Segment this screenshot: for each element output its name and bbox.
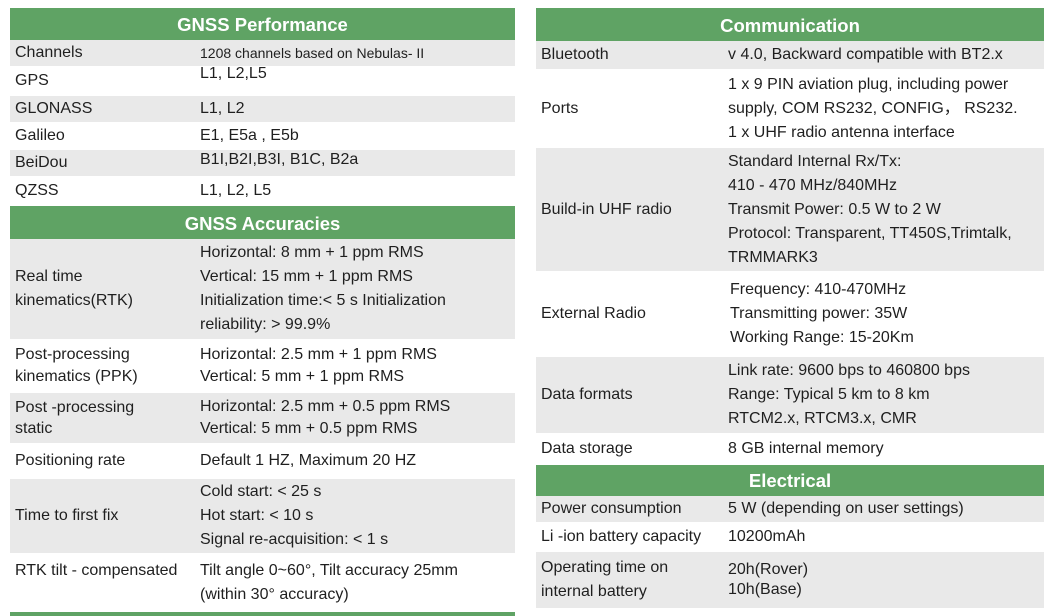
spec-key: GPS — [15, 72, 49, 89]
spec-key: Power consumption — [541, 500, 682, 517]
spec-row-external-radio: External Radio Frequency: 410-470MHz Tra… — [536, 273, 1044, 357]
spec-row-qzss: QZSS L1, L2, L5 — [10, 178, 515, 206]
spec-row-uhf-radio: Build-in UHF radio Standard Internal Rx/… — [536, 148, 1044, 273]
spec-row-beidou: BeiDou B1I,B2I,B3I, B1C, B2a — [10, 150, 515, 178]
spec-value: Tilt angle 0~60°, Tilt accuracy 25mm (wi… — [200, 562, 458, 603]
spec-key: QZSS — [15, 182, 59, 199]
spec-value: E1, E5a , E5b — [200, 127, 299, 144]
spec-key: Channels — [15, 44, 83, 61]
spec-key: Post-processing kinematics (PPK) — [15, 346, 138, 385]
spec-key: Li -ion battery capacity — [541, 528, 702, 545]
spec-key: Time to first fix — [15, 507, 119, 524]
spec-value: Standard Internal Rx/Tx: 410 - 470 MHz/8… — [728, 152, 1012, 266]
spec-key: GLONASS — [15, 100, 93, 117]
spec-row-rtk: Real time kinematics(RTK) Horizontal: 8 … — [10, 239, 515, 341]
spec-row-rtk-tilt: RTK tilt - compensated Tilt angle 0~60°,… — [10, 555, 515, 609]
spec-value: B1I,B2I,B3I, B1C, B2a — [200, 151, 359, 168]
spec-value: 5 W (depending on user settings) — [728, 500, 964, 517]
electrical-header: Electrical — [536, 465, 1044, 496]
spec-key: RTK tilt - compensated — [15, 562, 178, 579]
gnss-performance-header: GNSS Performance — [10, 8, 515, 40]
spec-row-bluetooth: Bluetooth v 4.0, Backward compatible wit… — [536, 41, 1044, 71]
spec-value: Link rate: 9600 bps to 460800 bps Range:… — [728, 362, 970, 427]
spec-key: Build-in UHF radio — [541, 200, 672, 218]
spec-value: 10200mAh — [728, 528, 806, 545]
spec-key: BeiDou — [15, 154, 68, 171]
spec-row-ttff: Time to first fix Cold start: < 25 s Hot… — [10, 479, 515, 555]
spec-row-static: Post -processing static Horizontal: 2.5 … — [10, 393, 515, 445]
spec-value: v 4.0, Backward compatible with BT2.x — [728, 46, 1003, 63]
spec-value: 1208 channels based on Nebulas- II — [200, 45, 425, 61]
spec-value: L1, L2 — [200, 100, 245, 117]
spec-key: Ports — [541, 99, 579, 117]
spec-key: Bluetooth — [541, 46, 609, 63]
spec-row-ppk: Post-processing kinematics (PPK) Horizon… — [10, 341, 515, 393]
spec-value: Horizontal: 2.5 mm + 1 ppm RMS Vertical:… — [200, 346, 437, 385]
spec-row-positioning-rate: Positioning rate Default 1 HZ, Maximum 2… — [10, 445, 515, 479]
spec-value: Frequency: 410-470MHz Transmitting power… — [730, 281, 914, 346]
spec-value: Horizontal: 2.5 mm + 0.5 ppm RMS Vertica… — [200, 398, 451, 437]
spec-value: 1 x 9 PIN aviation plug, including power… — [728, 75, 1018, 141]
spec-key: Real time kinematics(RTK) — [15, 268, 133, 309]
spec-row-power-consumption: Power consumption 5 W (depending on user… — [536, 496, 1044, 524]
spec-key: External Radio — [541, 305, 646, 322]
spec-row-ports: Ports 1 x 9 PIN aviation plug, including… — [536, 71, 1044, 148]
spec-key: Galileo — [15, 127, 65, 144]
spec-row-data-formats: Data formats Link rate: 9600 bps to 4608… — [536, 357, 1044, 435]
spec-key: Data storage — [541, 440, 633, 457]
gnss-accuracies-header: GNSS Accuracies — [10, 206, 515, 239]
spec-value: 20h(Rover) 10h(Base) — [728, 561, 809, 598]
spec-key: Data formats — [541, 386, 633, 403]
spec-row-battery-capacity: Li -ion battery capacity 10200mAh — [536, 524, 1044, 552]
spec-row-gps: GPS L1, L2,L5 — [10, 65, 515, 96]
spec-row-operating-time: Operating time on internal battery 20h(R… — [536, 552, 1044, 610]
spec-value: L1, L2, L5 — [200, 182, 272, 199]
spec-value: Horizontal: 8 mm + 1 ppm RMS Vertical: 1… — [200, 244, 446, 333]
spec-row-glonass: GLONASS L1, L2 — [10, 96, 515, 124]
spec-key: Operating time on internal battery — [541, 559, 669, 600]
section-divider — [10, 612, 515, 616]
left-spec-column: GNSS Performance Channels 1208 channels … — [10, 8, 515, 609]
spec-value: Cold start: < 25 s Hot start: < 10 s Sig… — [200, 483, 389, 548]
spec-row-data-storage: Data storage 8 GB internal memory — [536, 435, 1044, 465]
right-spec-column: Communication Bluetooth v 4.0, Backward … — [536, 8, 1044, 610]
spec-key: Positioning rate — [15, 452, 126, 469]
spec-row-channels: Channels 1208 channels based on Nebulas-… — [10, 40, 515, 68]
spec-value: Default 1 HZ, Maximum 20 HZ — [200, 452, 417, 469]
spec-value: L1, L2,L5 — [200, 65, 267, 82]
spec-key: Post -processing static — [15, 399, 135, 437]
communication-header: Communication — [536, 8, 1044, 41]
spec-value: 8 GB internal memory — [728, 440, 884, 457]
spec-row-galileo: Galileo E1, E5a , E5b — [10, 124, 515, 150]
